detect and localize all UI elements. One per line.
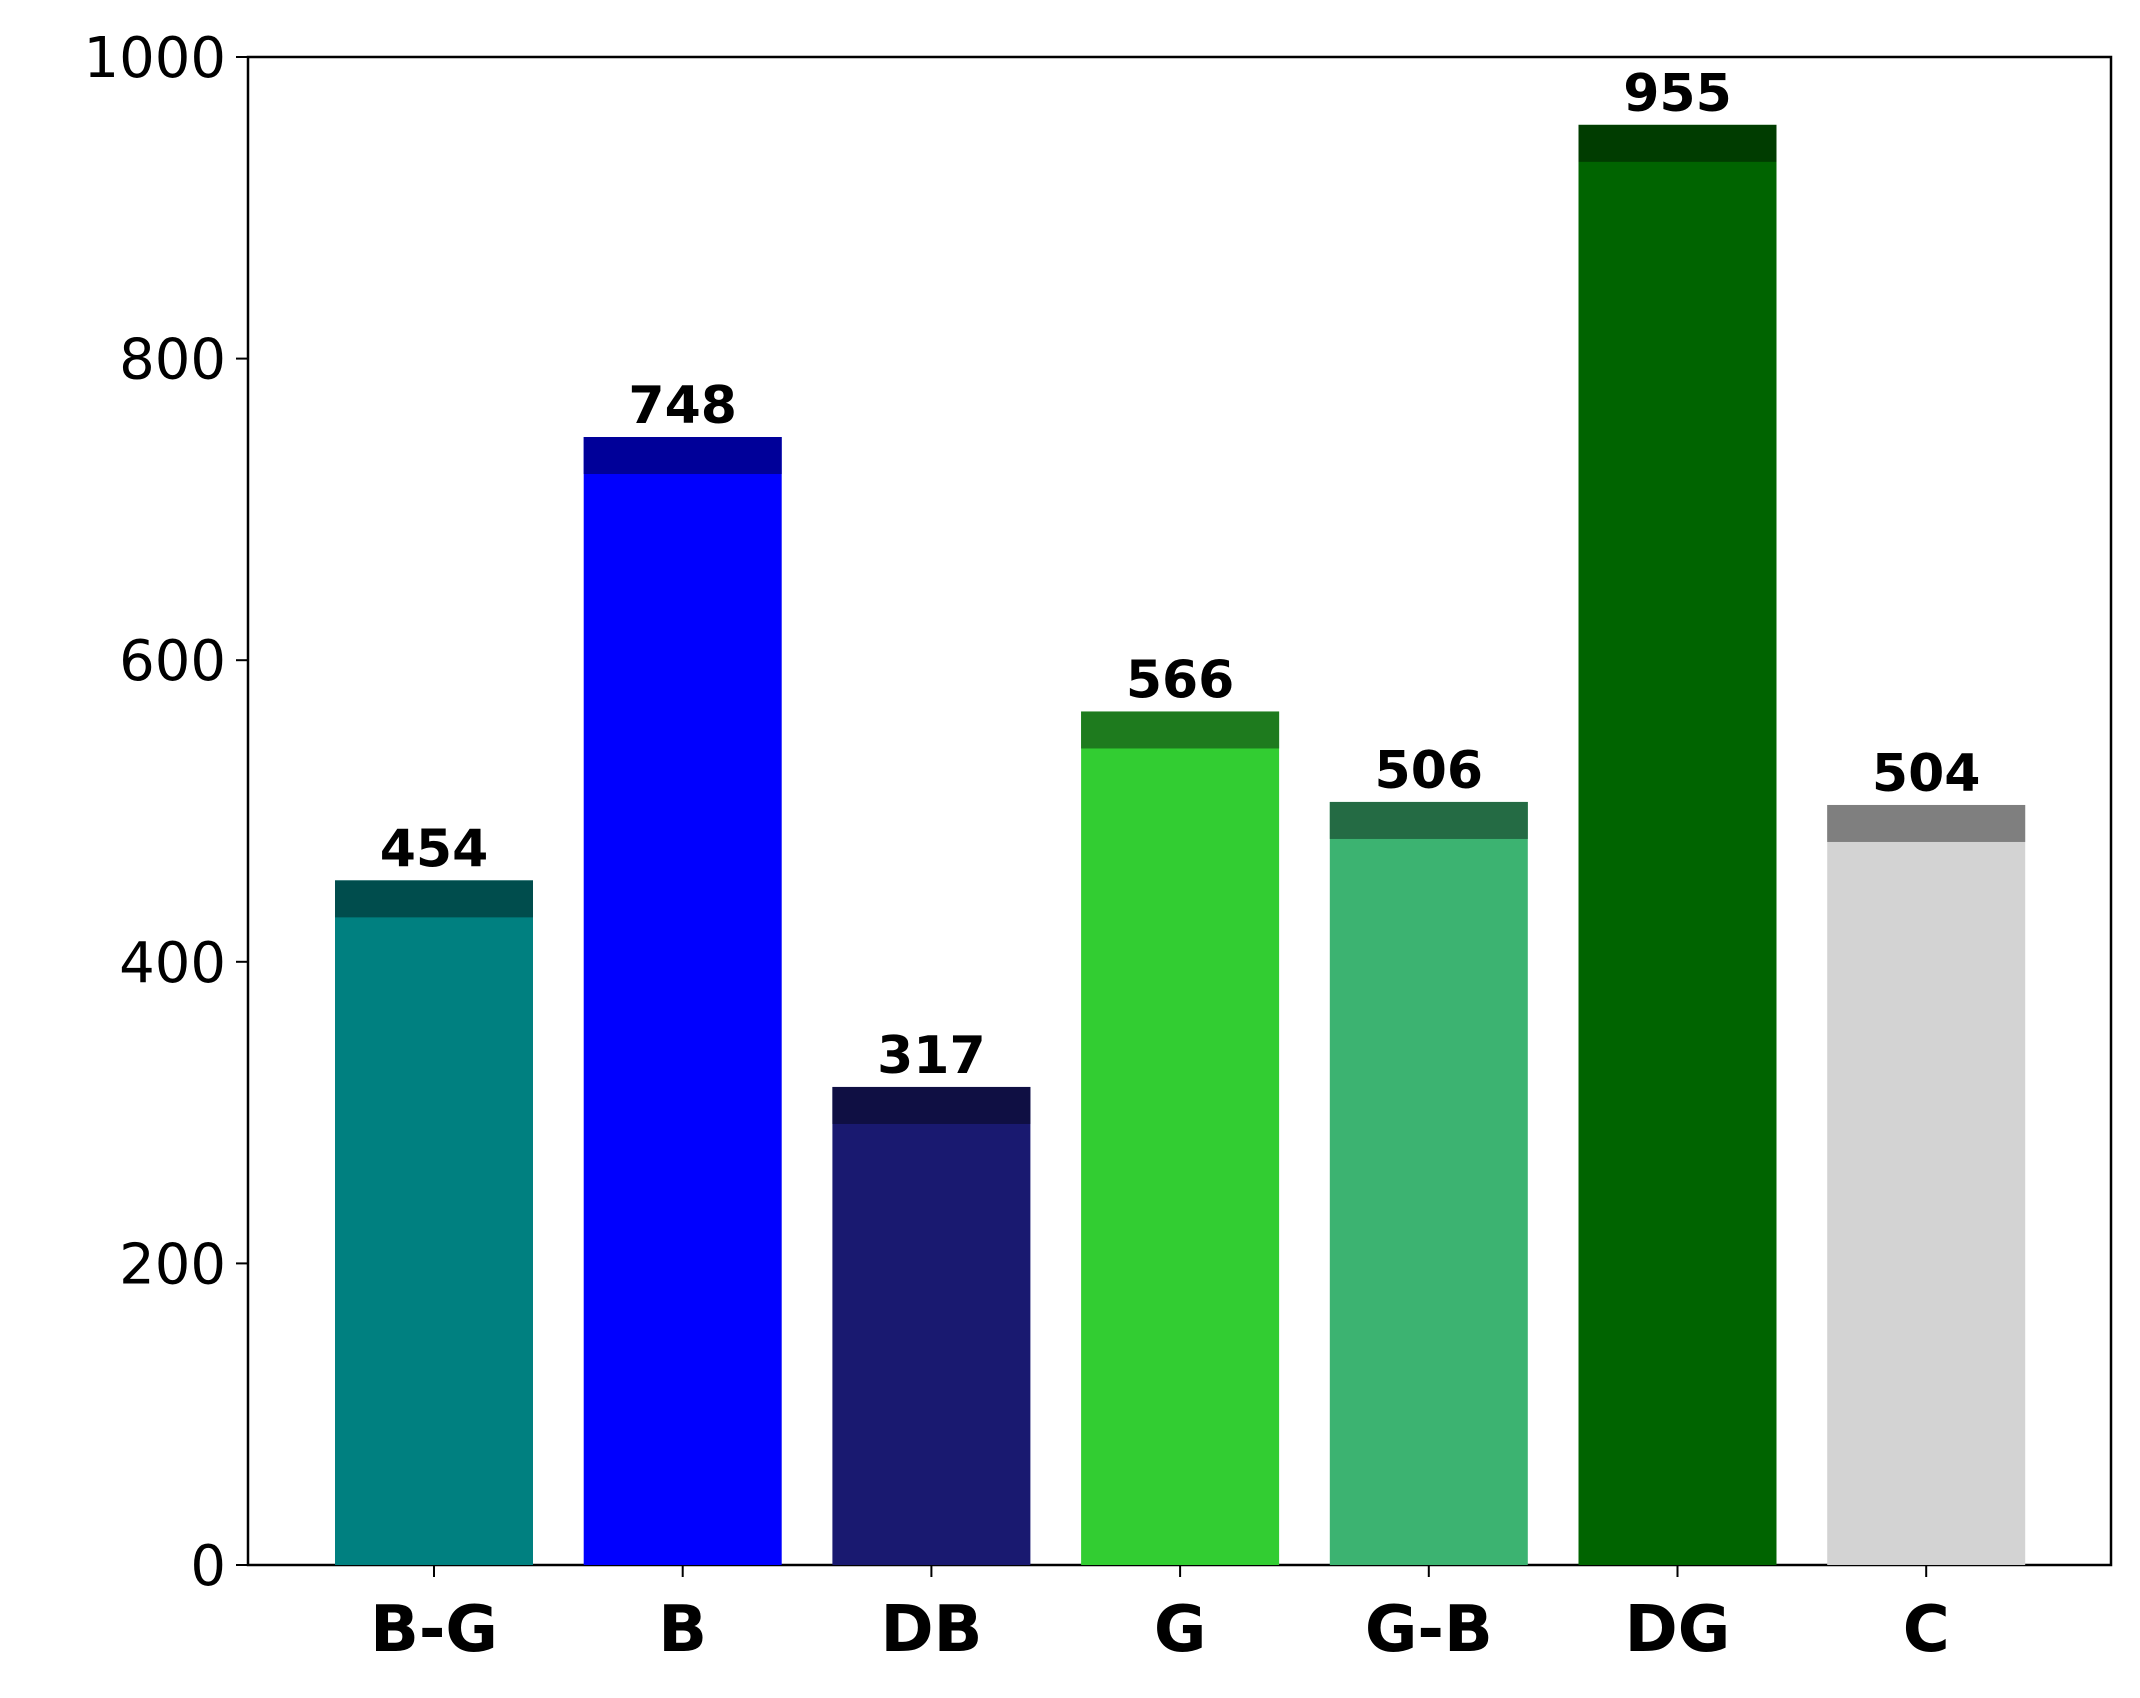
x-tick-label: C	[1903, 1593, 1950, 1667]
bar	[1081, 711, 1280, 1565]
bar-cap	[1578, 124, 1777, 162]
bar	[1578, 124, 1777, 1566]
bar-cap	[1329, 801, 1528, 839]
value-label: 748	[628, 376, 737, 436]
y-tick-label: 800	[119, 328, 226, 393]
x-tick-label: DB	[880, 1593, 982, 1667]
bar	[335, 880, 533, 1565]
x-tick-label: B	[658, 1593, 707, 1667]
bar	[1329, 801, 1528, 1565]
y-tick-label: 1000	[83, 26, 226, 91]
value-label: 955	[1623, 64, 1732, 124]
y-tick-label: 400	[119, 931, 226, 996]
value-label: 454	[380, 819, 489, 879]
bar-cap	[583, 437, 782, 475]
y-tick-label: 0	[190, 1534, 226, 1599]
bar	[832, 1086, 1031, 1565]
bar	[583, 437, 782, 1565]
x-tick-label: G	[1154, 1593, 1207, 1667]
value-label: 566	[1126, 650, 1235, 710]
y-tick-label: 600	[119, 629, 226, 694]
bar-cap	[832, 1086, 1031, 1124]
y-tick-label: 200	[119, 1232, 226, 1297]
bar-cap	[335, 880, 533, 918]
x-tick-label: DG	[1625, 1593, 1731, 1667]
x-tick-label: G-B	[1365, 1593, 1493, 1667]
value-label: 317	[877, 1026, 986, 1086]
bar	[1827, 804, 2026, 1565]
value-label: 506	[1375, 741, 1484, 801]
bar-cap	[1081, 711, 1280, 749]
value-label: 504	[1872, 744, 1981, 804]
x-tick-label: B-G	[370, 1593, 498, 1667]
bar-cap	[1827, 804, 2026, 842]
